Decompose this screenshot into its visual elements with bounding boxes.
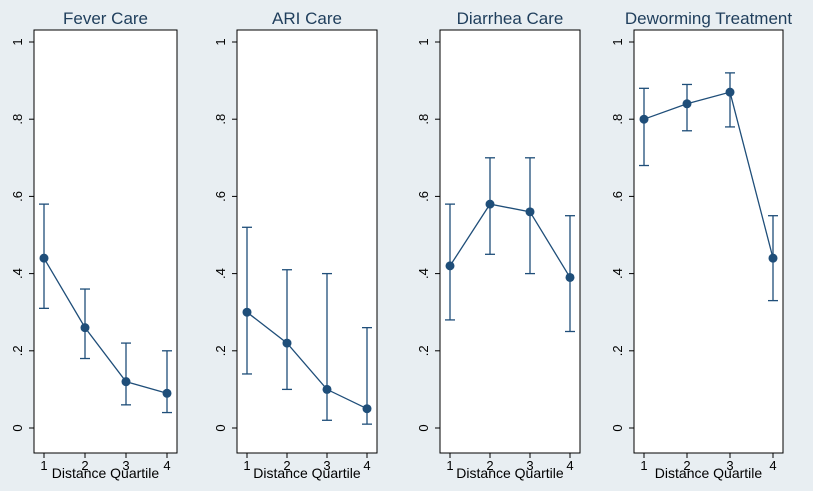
y-tick-label: .8 [213, 114, 228, 125]
panel-title: ARI Care [272, 9, 342, 28]
plot-area [633, 29, 784, 454]
y-tick-label: 1 [10, 38, 25, 45]
data-point [445, 261, 455, 271]
data-point [282, 338, 292, 348]
plot-area [33, 29, 178, 454]
y-tick-label: .6 [416, 191, 431, 202]
x-tick-label: 2 [283, 458, 290, 473]
y-tick-label: 0 [610, 424, 625, 431]
y-tick-label: 0 [416, 424, 431, 431]
y-tick-label: .2 [416, 345, 431, 356]
chart-panel-4: Deworming Treatment 0 .2 .4 .6 .8 1 1 2 3 4 Distanc… [610, 9, 792, 481]
y-tick-label: .6 [610, 191, 625, 202]
x-tick-label: 2 [486, 458, 493, 473]
y-tick-label: 1 [213, 38, 228, 45]
y-tick-label: 0 [10, 424, 25, 431]
y-tick-label: 1 [416, 38, 431, 45]
y-tick-label: .6 [213, 191, 228, 202]
x-axis-title: Distance Quartile [456, 465, 564, 481]
x-axis-title: Distance Quartile [655, 465, 763, 481]
data-point [485, 199, 495, 209]
x-tick-label: 4 [566, 458, 573, 473]
series-line [43, 257, 168, 394]
x-tick-label: 2 [683, 458, 690, 473]
y-tick-label: 1 [610, 38, 625, 45]
data-point [80, 323, 90, 333]
panel-title: Diarrhea Care [457, 9, 564, 28]
data-point [768, 253, 778, 263]
data-point [362, 404, 372, 414]
y-tick-label: .2 [610, 345, 625, 356]
x-tick-label: 3 [323, 458, 330, 473]
plot-area [439, 29, 581, 454]
x-tick-label: 1 [243, 458, 250, 473]
x-tick-label: 2 [81, 458, 88, 473]
x-axis-title: Distance Quartile [253, 465, 361, 481]
y-tick-label: .2 [10, 345, 25, 356]
x-tick-label: 3 [122, 458, 129, 473]
x-tick-label: 1 [446, 458, 453, 473]
data-point [639, 114, 649, 124]
ci-bar [282, 269, 292, 391]
data-point [525, 207, 535, 217]
x-tick-label: 4 [769, 458, 776, 473]
series-line [643, 91, 774, 259]
y-tick-label: .8 [10, 114, 25, 125]
data-point [725, 87, 735, 97]
x-tick-label: 4 [163, 458, 170, 473]
data-point [565, 272, 575, 282]
data-point [322, 384, 332, 394]
panel-title: Deworming Treatment [625, 9, 793, 28]
x-tick-label: 3 [726, 458, 733, 473]
ci-bar [121, 342, 131, 406]
x-tick-label: 4 [363, 458, 370, 473]
y-tick-label: 0 [213, 424, 228, 431]
y-tick-label: .4 [416, 268, 431, 279]
x-tick-label: 1 [40, 458, 47, 473]
data-point [162, 388, 172, 398]
y-tick-label: .8 [610, 114, 625, 125]
y-tick-label: .4 [10, 268, 25, 279]
data-point [682, 99, 692, 109]
x-tick-label: 3 [526, 458, 533, 473]
panel-title: Fever Care [63, 9, 148, 28]
plot-area [236, 29, 378, 454]
series-line [246, 311, 368, 410]
y-tick-label: .2 [213, 345, 228, 356]
ci-bar [162, 350, 172, 414]
x-axis-title: Distance Quartile [52, 465, 160, 481]
data-point [242, 307, 252, 317]
y-tick-label: .4 [213, 268, 228, 279]
ci-bar [639, 87, 649, 167]
y-tick-label: .6 [10, 191, 25, 202]
x-tick-label: 1 [640, 458, 647, 473]
data-point [121, 377, 131, 387]
ci-bar [242, 226, 252, 375]
data-point [39, 253, 49, 263]
series-line [449, 203, 571, 278]
ci-bar [322, 272, 332, 421]
y-tick-label: .4 [610, 268, 625, 279]
ci-bar [725, 72, 735, 128]
y-tick-label: .8 [416, 114, 431, 125]
